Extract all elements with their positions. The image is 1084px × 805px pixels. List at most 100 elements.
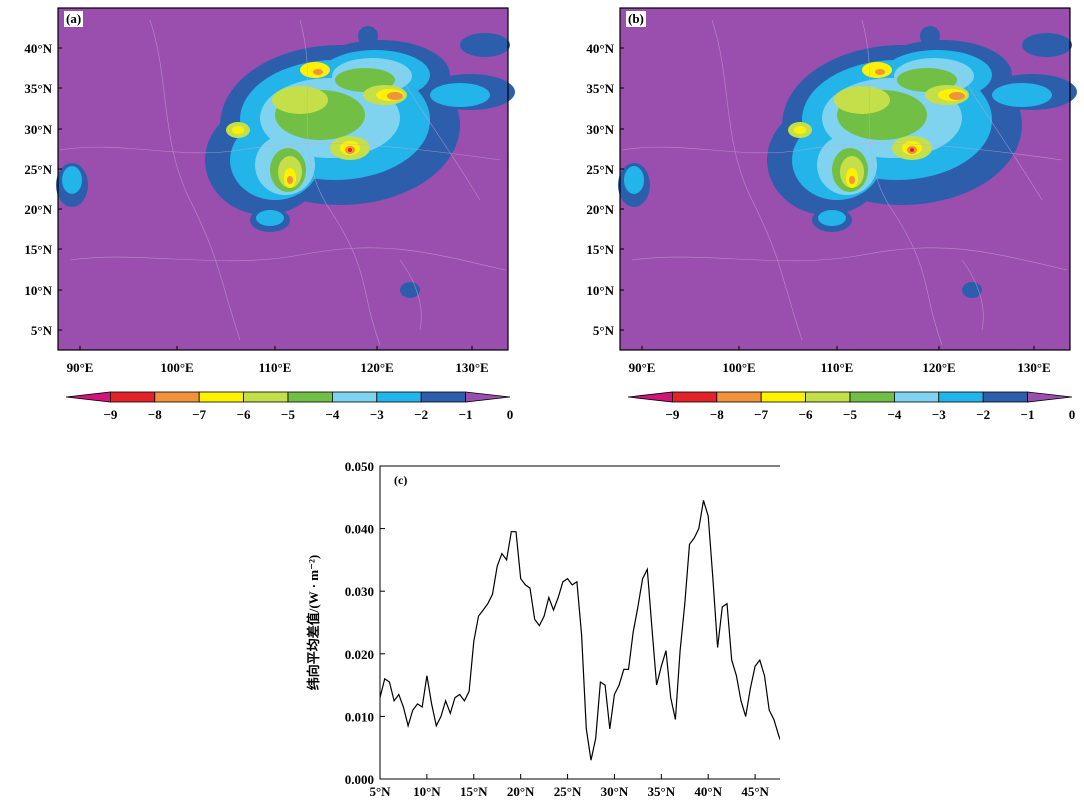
colorbar-b: −9 −8 −7 −6 −5 −4 −3 −2 −1 0 [627, 391, 1075, 422]
lat-tick-label: 35°N [586, 81, 614, 96]
colorbar-segment [893, 391, 940, 403]
y-tick-label: 0.050 [345, 459, 374, 474]
colorbar-segment [154, 391, 200, 403]
colorbar-segment [420, 391, 467, 403]
colorbar-tick-label: −4 [325, 407, 339, 422]
map-a-lon-labels: 90°E 100°E 110°E 120°E 130°E [67, 346, 489, 375]
y-tick-label: 0.030 [345, 584, 374, 599]
contour-blob [232, 126, 244, 134]
lat-tick-label: 30°N [586, 122, 614, 137]
lon-tick-label: 120°E [922, 360, 955, 375]
lon-tick-label: 130°E [1017, 360, 1050, 375]
lat-tick-label: 15°N [24, 242, 52, 257]
colorbar-segment [627, 391, 673, 403]
x-tick-label: 25°N [554, 784, 582, 799]
y-tick-label: 0.010 [345, 709, 374, 724]
lon-tick-label: 130°E [455, 360, 488, 375]
lat-tick-label: 20°N [586, 202, 614, 217]
lon-tick-label: 100°E [160, 360, 193, 375]
colorbar-segment [849, 391, 895, 403]
colorbar-segment [465, 391, 511, 403]
colorbar-tick-label: −5 [281, 407, 295, 422]
map-a-svg: 40°N 35°N 30°N 25°N 20°N 15°N 10°N 5°N 90°E 100°… [24, 7, 515, 422]
map-b-contours [618, 26, 1077, 298]
colorbar-segment [982, 391, 1029, 403]
lat-tick-label: 40°N [24, 41, 52, 56]
colorbar-segment [243, 391, 289, 403]
colorbar-tick-label: −7 [192, 407, 206, 422]
colorbar-tick-label: −2 [976, 407, 990, 422]
contour-blob [348, 148, 352, 152]
contour-blob [460, 33, 510, 57]
contour-blob [949, 92, 965, 100]
contour-blob [62, 166, 82, 194]
contour-blob [875, 69, 885, 75]
lat-tick-label: 15°N [586, 242, 614, 257]
colorbar-segment [805, 391, 851, 403]
lat-tick-label: 5°N [593, 323, 615, 338]
colorbar-tick-label: −7 [754, 407, 768, 422]
lon-tick-label: 100°E [722, 360, 755, 375]
colorbar-segment [287, 391, 333, 403]
map-b-boundaries [621, 19, 1068, 346]
colorbar-tick-label: 0 [507, 407, 514, 422]
colorbar-segment [376, 391, 422, 403]
colorbar-tick-label: −2 [414, 407, 428, 422]
lat-tick-label: 10°N [586, 283, 614, 298]
colorbar-tick-label: −6 [237, 407, 251, 422]
contour-blob [313, 69, 323, 75]
contour-blob [358, 26, 378, 46]
y-tick-label: 0.020 [345, 647, 374, 662]
colorbar-segment [1027, 391, 1073, 403]
panel-label-b: (b) [626, 11, 646, 27]
colorbar-tick-label: −1 [1021, 407, 1035, 422]
contour-blob [287, 176, 293, 184]
colorbar-tick-label: −3 [370, 407, 384, 422]
y-tick-label: 0.000 [345, 772, 374, 787]
map-b-lat-labels: 40°N 35°N 30°N 25°N 20°N 15°N 10°N 5°N [586, 41, 624, 338]
x-tick-label: 30°N [601, 784, 629, 799]
lon-tick-label: 120°E [360, 360, 393, 375]
lon-tick-label: 110°E [259, 360, 292, 375]
contour-blob [818, 210, 846, 226]
panel-label-c: (c) [394, 473, 407, 487]
lat-tick-label: 10°N [24, 283, 52, 298]
lat-tick-label: 25°N [586, 162, 614, 177]
x-tick-label: 15°N [460, 784, 488, 799]
map-a-lat-labels: 40°N 35°N 30°N 25°N 20°N 15°N 10°N 5°N [24, 41, 62, 338]
contour-blob [992, 83, 1052, 107]
map-panel-b: 40°N 35°N 30°N 25°N 20°N 15°N 10°N 5°N 90°E 100°… [562, 0, 1082, 440]
contour-blob [910, 148, 914, 152]
lat-tick-label: 25°N [24, 162, 52, 177]
x-tick-label: 45°N [741, 784, 769, 799]
lat-tick-label: 30°N [24, 122, 52, 137]
colorbar-tick-label: −8 [710, 407, 724, 422]
lat-tick-label: 20°N [24, 202, 52, 217]
series-line [379, 500, 780, 761]
x-tick-label: 20°N [507, 784, 535, 799]
contour-blob [256, 210, 284, 226]
map-panel-a: 40°N 35°N 30°N 25°N 20°N 15°N 10°N 5°N 90°E 100°… [0, 0, 520, 440]
lat-tick-label: 40°N [586, 41, 614, 56]
colorbar-segment [716, 391, 762, 403]
lat-tick-label: 5°N [31, 323, 53, 338]
map-a-boundaries [59, 19, 506, 346]
map-b-lon-labels: 90°E 100°E 110°E 120°E 130°E [629, 346, 1051, 375]
contour-blob [430, 83, 490, 107]
y-axis-title: 纬向平均差值/(W · m⁻²) [306, 555, 321, 690]
colorbar-segment [65, 391, 111, 403]
colorbar-tick-label: −9 [103, 407, 117, 422]
colorbar-tick-label: −4 [887, 407, 901, 422]
colorbar-a: −9 −8 −7 −6 −5 −4 −3 −2 −1 0 [65, 391, 514, 422]
colorbar-tick-label: −5 [843, 407, 857, 422]
colorbar-segment [938, 391, 984, 403]
x-tick-label: 40°N [694, 784, 722, 799]
contour-blob [272, 86, 328, 114]
lon-tick-label: 110°E [821, 360, 854, 375]
y-tick-label: 0.040 [345, 522, 374, 537]
panel-label-a: (a) [64, 11, 84, 27]
colorbar-segment [672, 391, 718, 403]
x-tick-label: 10°N [413, 784, 441, 799]
contour-blob [794, 126, 806, 134]
